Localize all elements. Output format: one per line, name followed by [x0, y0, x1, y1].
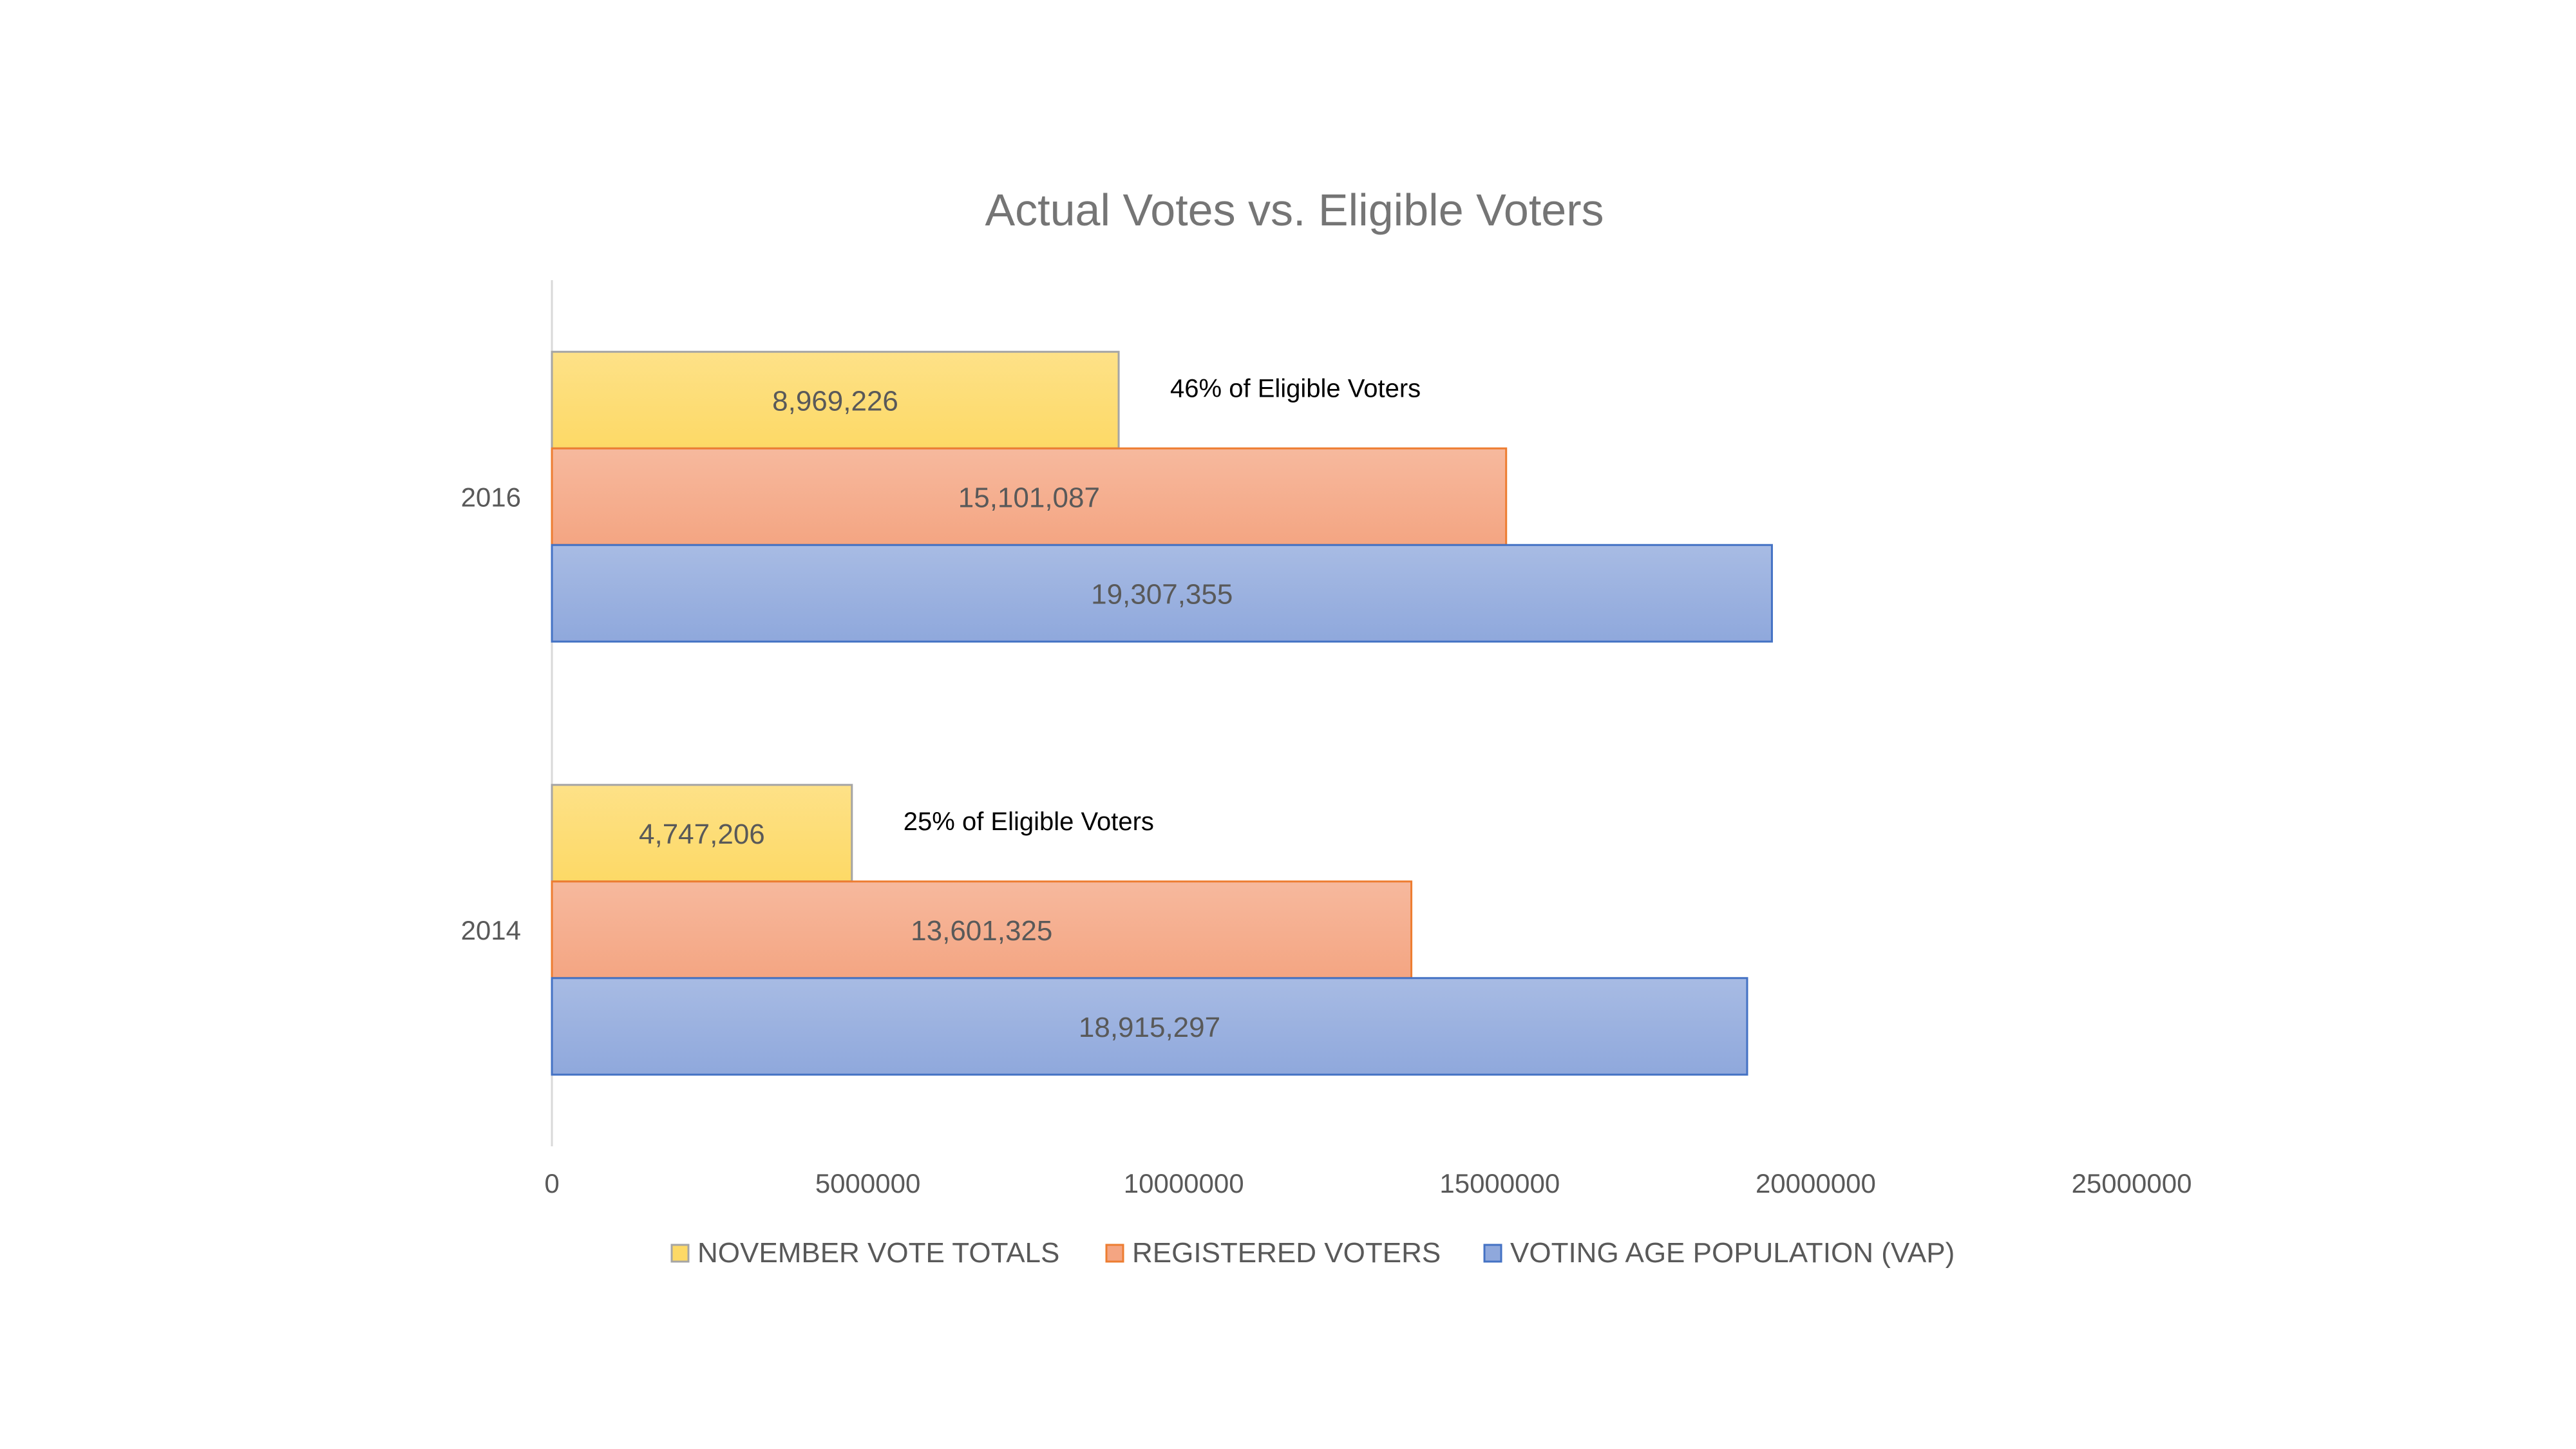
- data-label-2014-series-1: 13,601,325: [911, 915, 1052, 947]
- data-label-2014-series-0: 4,747,206: [639, 819, 765, 850]
- category-label-2016: 2016: [461, 482, 521, 512]
- data-label-2016-series-0: 8,969,226: [772, 385, 898, 417]
- legend: NOVEMBER VOTE TOTALS REGISTERED VOTERS VOT…: [670, 1237, 1955, 1269]
- data-label-2016-series-2: 19,307,355: [1091, 578, 1233, 610]
- legend-swatch-0: [670, 1244, 690, 1263]
- legend-swatch-1: [1105, 1244, 1124, 1263]
- legend-label-0: NOVEMBER VOTE TOTALS: [697, 1237, 1059, 1269]
- legend-label-2: VOTING AGE POPULATION (VAP): [1510, 1237, 1955, 1269]
- x-tick-label: 10000000: [1124, 1168, 1244, 1198]
- data-label-2014-series-2: 18,915,297: [1079, 1012, 1220, 1043]
- x-tick-label: 20000000: [1756, 1168, 1876, 1198]
- bar-2014-series-1: [551, 880, 1413, 980]
- x-tick-label: 0: [544, 1168, 559, 1198]
- legend-swatch-2: [1483, 1244, 1502, 1263]
- bar-2016-series-1: [551, 447, 1508, 546]
- x-tick-label: 15000000: [1439, 1168, 1560, 1198]
- x-tick-label: 5000000: [815, 1168, 921, 1198]
- annotation-2016: 46% of Eligible Voters: [1170, 374, 1421, 402]
- chart-title: Actual Votes vs. Eligible Voters: [985, 185, 1604, 235]
- x-tick-label: 25000000: [2072, 1168, 2192, 1198]
- legend-label-1: REGISTERED VOTERS: [1132, 1237, 1441, 1269]
- data-label-2016-series-1: 15,101,087: [958, 482, 1100, 513]
- annotation-2014: 25% of Eligible Voters: [904, 808, 1154, 836]
- bar-2016-series-0: [551, 350, 1120, 450]
- bar-2016-series-2: [551, 544, 1773, 643]
- plot-area: 2014 4,747,206 13,601,325 18,915,297 25% of …: [461, 280, 2192, 1198]
- bar-2014-series-2: [551, 977, 1748, 1076]
- category-label-2014: 2014: [461, 915, 521, 945]
